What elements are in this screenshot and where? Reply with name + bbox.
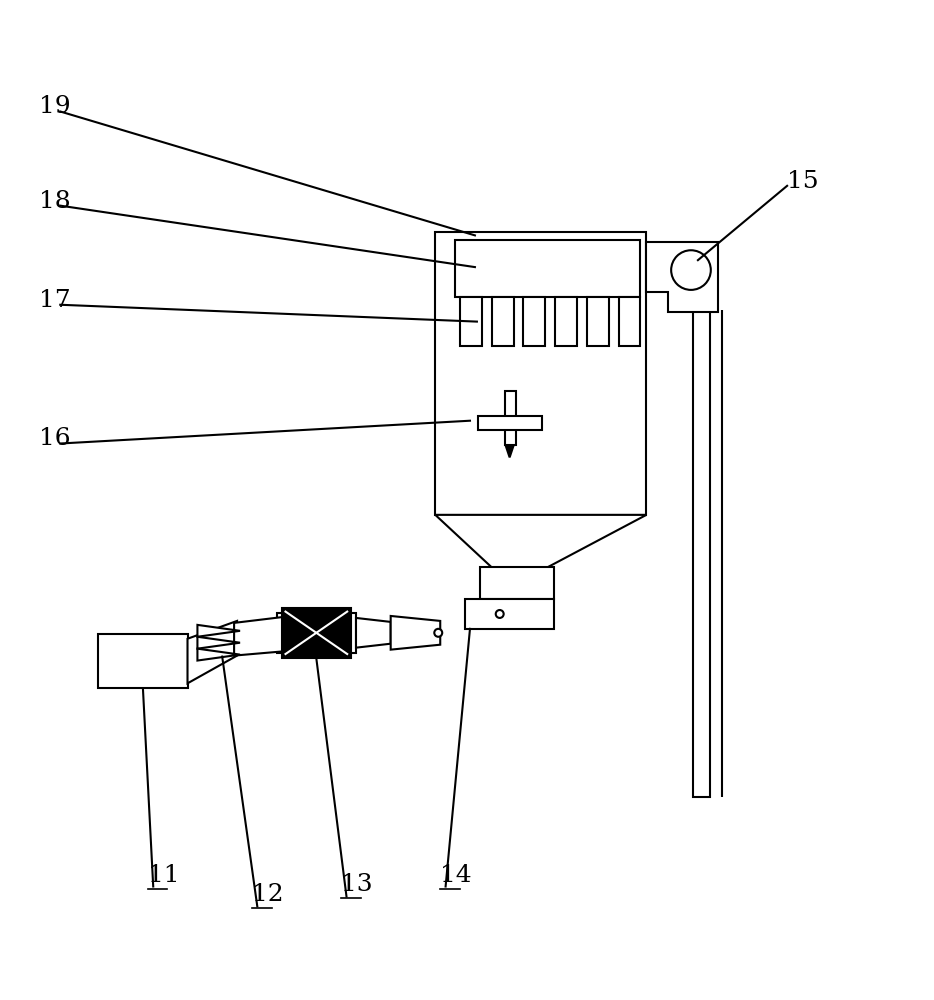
Polygon shape	[356, 618, 390, 648]
Bar	[478, 416, 543, 430]
Circle shape	[496, 610, 503, 618]
Bar	[555, 297, 577, 346]
Bar	[435, 232, 646, 515]
Bar	[98, 634, 188, 688]
Polygon shape	[646, 242, 717, 312]
Polygon shape	[390, 616, 440, 650]
Polygon shape	[197, 649, 240, 661]
Text: 15: 15	[787, 170, 819, 193]
Circle shape	[434, 629, 442, 637]
Bar	[504, 391, 516, 445]
Polygon shape	[234, 616, 291, 656]
Bar	[282, 608, 351, 658]
Bar	[693, 310, 710, 797]
Polygon shape	[188, 621, 237, 683]
Text: 16: 16	[39, 427, 70, 450]
Polygon shape	[197, 637, 240, 649]
Bar	[523, 297, 545, 346]
Polygon shape	[465, 599, 554, 629]
Text: 17: 17	[39, 289, 70, 312]
Text: 13: 13	[341, 873, 373, 896]
Bar	[587, 297, 609, 346]
Bar	[618, 297, 641, 346]
Polygon shape	[435, 515, 646, 567]
Text: 11: 11	[148, 864, 179, 887]
Polygon shape	[197, 625, 240, 637]
Bar	[460, 297, 482, 346]
Bar	[492, 297, 514, 346]
Text: 12: 12	[252, 883, 284, 906]
Text: 19: 19	[39, 95, 70, 118]
Text: 18: 18	[39, 190, 70, 213]
Bar	[480, 567, 554, 599]
Circle shape	[672, 250, 711, 290]
Polygon shape	[505, 445, 514, 457]
Text: 14: 14	[440, 864, 472, 887]
Bar	[455, 240, 641, 297]
